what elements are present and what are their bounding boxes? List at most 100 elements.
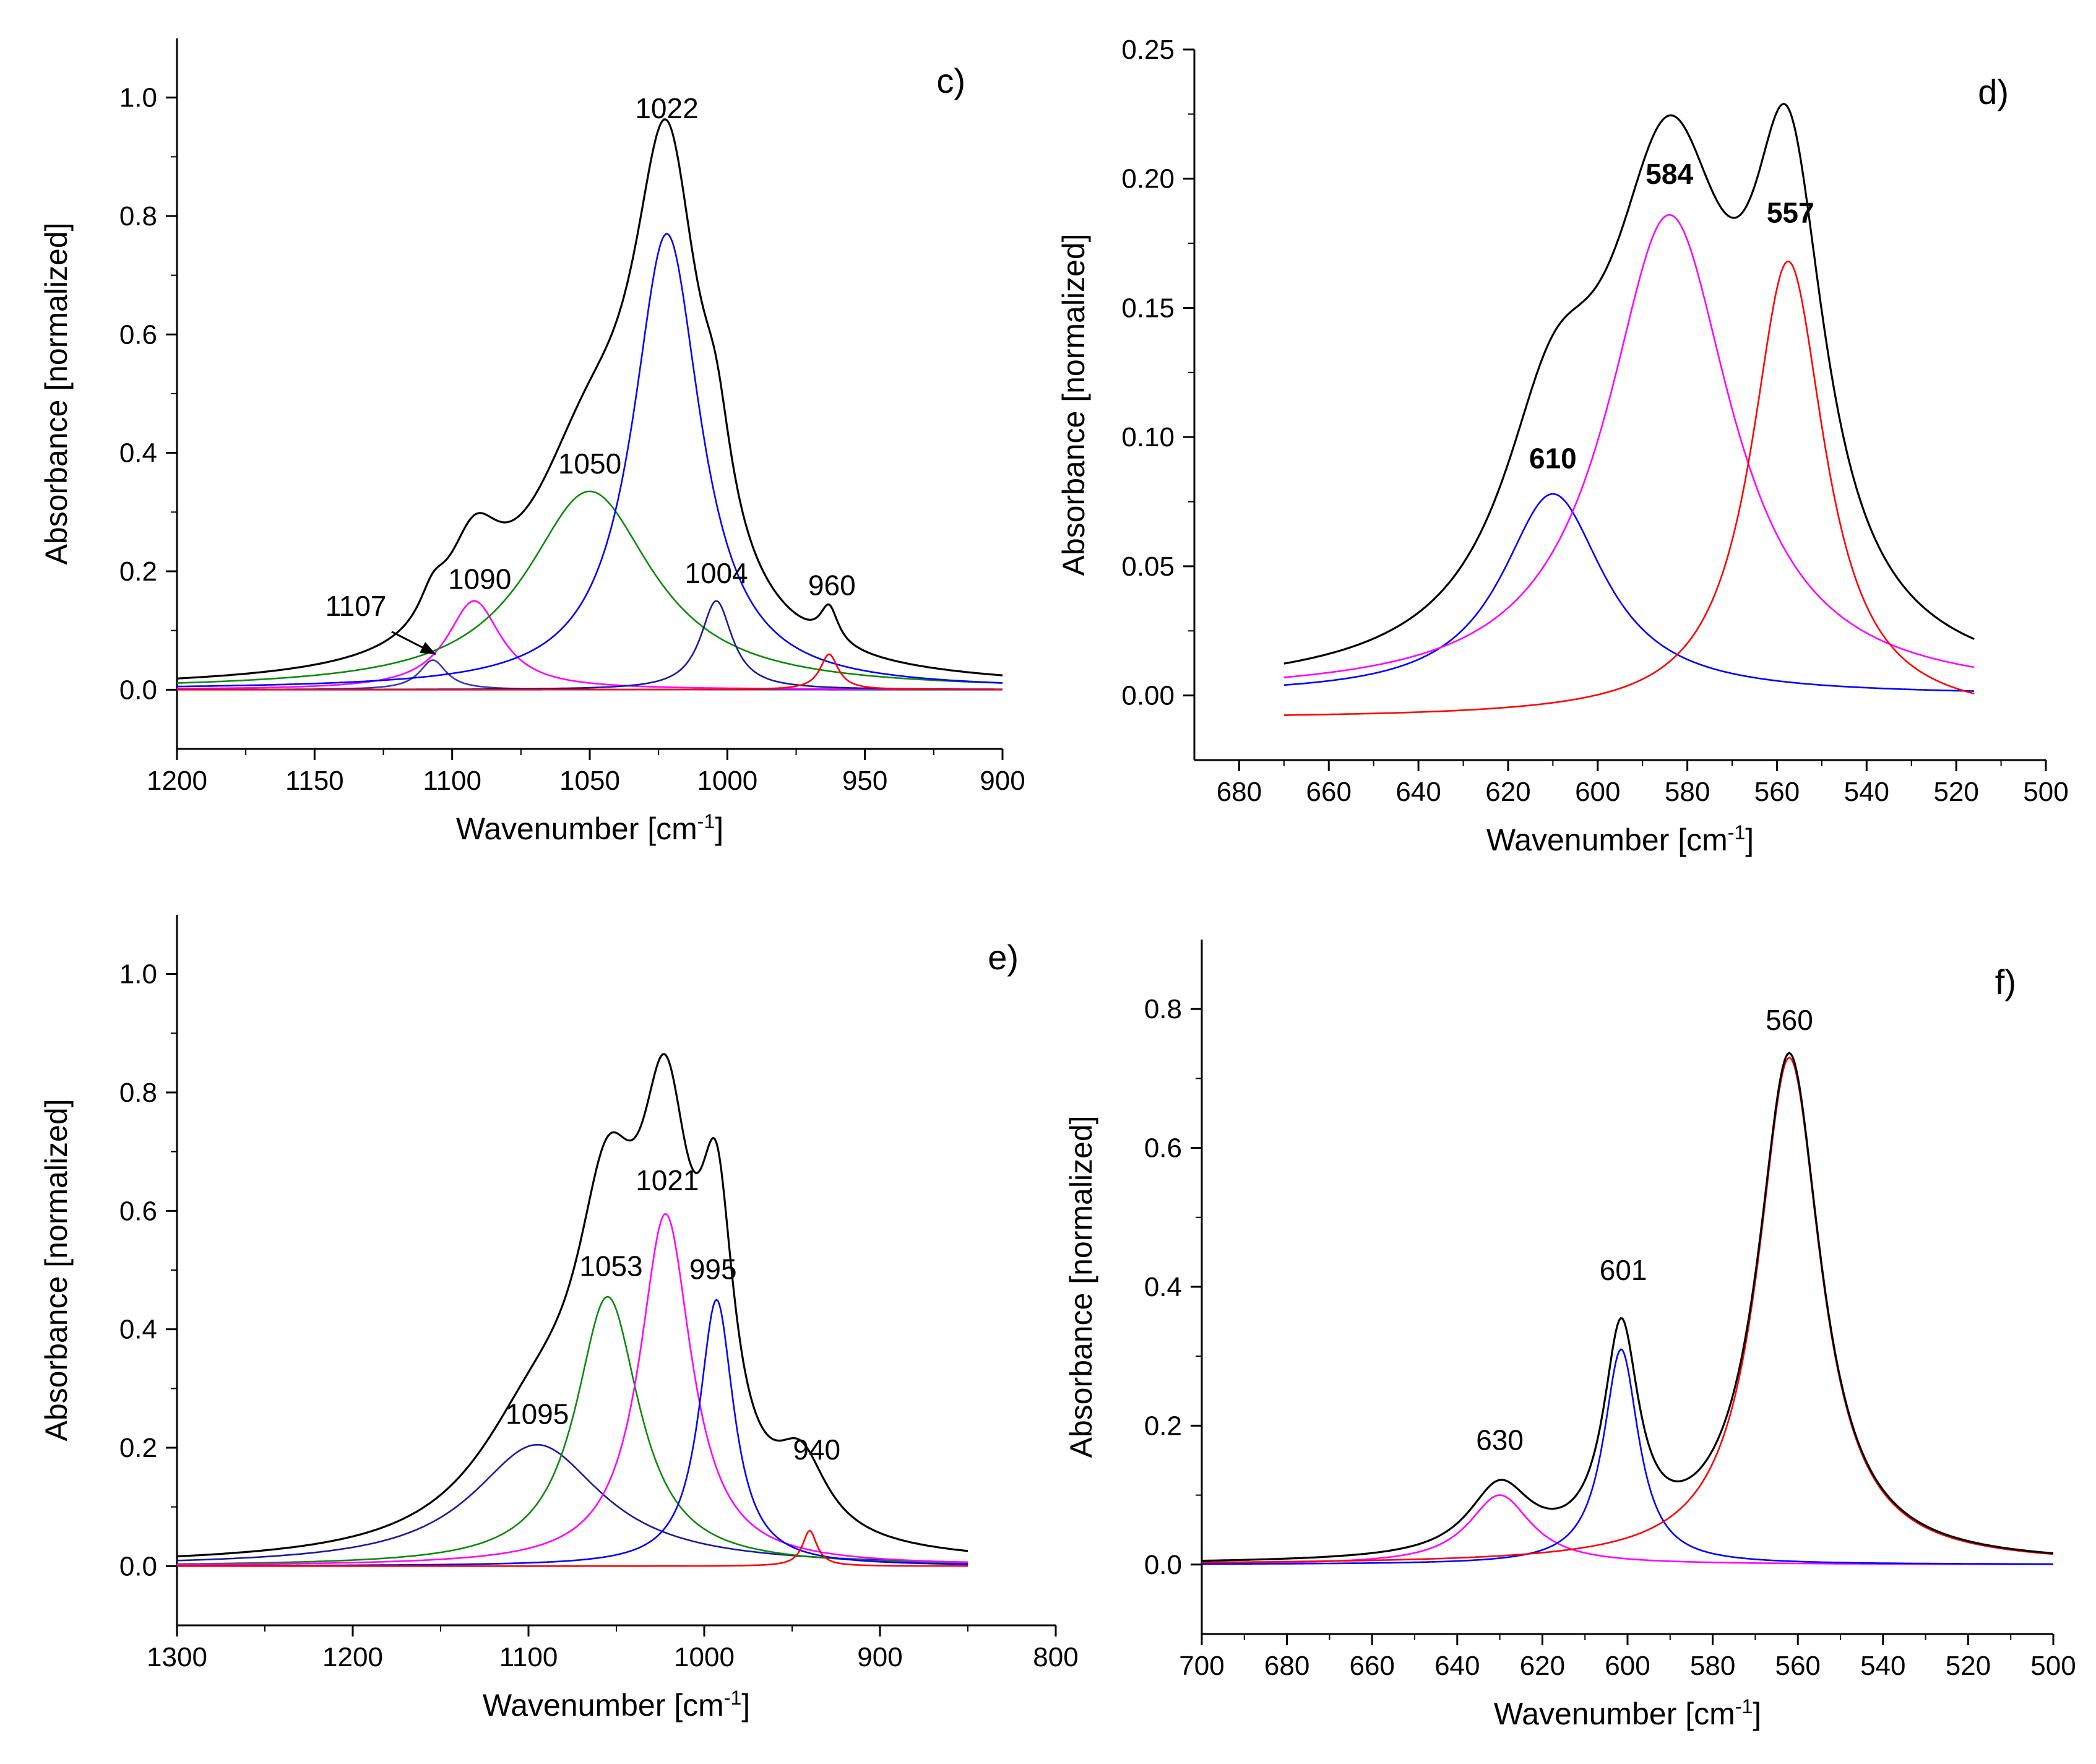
x-tick-label: 620 [1485, 777, 1530, 807]
x-tick-label: 900 [857, 1642, 902, 1672]
x-tick-label: 500 [2023, 777, 2068, 807]
series-fit-1107 [177, 659, 1003, 691]
x-tick-label: 580 [1665, 777, 1710, 807]
x-tick-label: 580 [1690, 1651, 1735, 1681]
peak-label: 1050 [558, 447, 621, 480]
x-tick-label: 540 [1860, 1651, 1905, 1681]
series-fit-610 [1283, 493, 1975, 692]
peak-label: 1090 [448, 563, 511, 595]
series-fit-1090 [177, 600, 1003, 691]
x-tick-label: 1300 [147, 1642, 207, 1672]
y-tick-label: 0.0 [1144, 1550, 1182, 1580]
x-tick-label: 500 [2030, 1651, 2076, 1681]
x-tick-label: 1050 [559, 766, 620, 796]
y-tick-label: 0.4 [1144, 1272, 1182, 1302]
peak-label: 1107 [326, 590, 387, 622]
series-fit-1053 [176, 1295, 968, 1565]
y-tick-label: 0.20 [1121, 164, 1175, 194]
peak-label: 1022 [635, 92, 698, 124]
x-tick-label: 700 [1179, 1651, 1224, 1681]
y-tick-label: 0.8 [1144, 994, 1182, 1024]
panel-label: d) [1978, 72, 2009, 111]
y-tick-label: 0.8 [119, 201, 157, 231]
panel-e: 1300 1200 1100 1000 900 800 0.0 0.2 0.4 0.6 0.8 1.0… [39, 915, 1079, 1723]
peak-label: 584 [1645, 158, 1693, 190]
panel-c: 1200 1150 1100 1050 1000 950 900 0.0 0.2 0.4 0.6 0.… [39, 38, 1025, 846]
peak-label: 995 [689, 1253, 737, 1285]
y-tick-label: 1.0 [119, 83, 157, 113]
series-fit-557 [1283, 261, 1975, 716]
x-tick-label: 1000 [697, 766, 757, 796]
series-spectrum [176, 1053, 968, 1558]
x-tick-label: 900 [980, 766, 1025, 796]
y-tick-label: 0.00 [1121, 681, 1175, 711]
peak-label: 610 [1529, 442, 1577, 474]
y-axis-title: Absorbance [normalized] [39, 222, 74, 564]
y-tick-label: 0.2 [119, 1433, 157, 1463]
y-tick-label: 0.15 [1121, 293, 1175, 323]
peak-label: 1053 [579, 1250, 642, 1282]
y-tick-label: 0.6 [1144, 1133, 1182, 1164]
panel-label: c) [936, 61, 965, 100]
y-tick-label: 0.4 [119, 438, 157, 469]
y-tick-label: 0.4 [119, 1315, 157, 1345]
peak-label: 960 [808, 569, 856, 601]
y-tick-label: 0.10 [1121, 422, 1175, 452]
x-tick-label: 660 [1349, 1651, 1394, 1681]
x-tick-label: 600 [1605, 1651, 1650, 1681]
y-tick-label: 0.2 [119, 556, 157, 587]
y-tick-label: 0.05 [1121, 551, 1175, 582]
x-tick-label: 560 [1754, 777, 1800, 807]
x-tick-label: 1100 [423, 766, 481, 796]
y-axis-title: Absorbance [normalized] [1056, 233, 1091, 576]
annotation-arrowhead [420, 642, 436, 654]
peak-label: 601 [1600, 1254, 1647, 1286]
series-fit-995 [177, 1299, 968, 1567]
panel-label: e) [988, 938, 1019, 977]
panel-label: f) [1995, 962, 2016, 1001]
series-fit-1022 [177, 233, 1003, 688]
series-fit-1095 [176, 1443, 968, 1563]
x-tick-label: 1000 [674, 1642, 735, 1672]
y-tick-label: 0.2 [1144, 1411, 1182, 1441]
series-fit-560 [1202, 1057, 2054, 1563]
y-tick-label: 0.8 [119, 1078, 157, 1108]
peak-label: 557 [1767, 197, 1814, 229]
x-tick-label: 1150 [285, 766, 344, 796]
series-fit-601 [1202, 1348, 2053, 1565]
y-tick-label: 0.0 [119, 675, 157, 705]
series-fit-584 [1283, 214, 1975, 678]
peak-label: 1021 [636, 1164, 699, 1196]
x-tick-label: 600 [1575, 777, 1620, 807]
x-axis-title: Wavenumber [cm-1] [483, 1687, 750, 1723]
series-spectrum [1283, 103, 1975, 665]
x-tick-label: 640 [1395, 777, 1441, 807]
series-fit-630 [1202, 1494, 2053, 1565]
peak-label: 630 [1476, 1424, 1524, 1456]
x-tick-label: 800 [1033, 1642, 1078, 1672]
series-fit-940 [177, 1529, 968, 1567]
series-fit-1050 [177, 490, 1003, 684]
peak-label: 940 [793, 1433, 840, 1466]
x-tick-label: 520 [1933, 777, 1978, 807]
y-tick-label: 0.0 [119, 1551, 157, 1581]
panel-f: 700 680 660 640 620 600 580 560 540 520 500 0.0 0.2 0… [1064, 940, 2076, 1731]
y-tick-label: 0.6 [119, 319, 157, 350]
x-tick-label: 1200 [147, 766, 207, 796]
peak-label: 1004 [684, 557, 748, 589]
series-fit-1021 [176, 1213, 968, 1566]
x-tick-label: 520 [1946, 1651, 1991, 1681]
x-tick-label: 540 [1844, 777, 1889, 807]
peak-label: 1095 [506, 1398, 569, 1430]
x-axis-title: Wavenumber [cm-1] [456, 810, 723, 846]
series-fit-960 [177, 653, 1003, 691]
x-tick-label: 680 [1217, 777, 1262, 807]
x-tick-label: 680 [1264, 1651, 1309, 1681]
peak-label: 560 [1766, 1004, 1813, 1036]
series-spectrum [1202, 1052, 2054, 1562]
x-tick-label: 1100 [499, 1642, 558, 1672]
x-tick-label: 1200 [322, 1642, 383, 1672]
x-tick-label: 560 [1775, 1651, 1820, 1681]
y-tick-label: 0.25 [1121, 35, 1175, 65]
